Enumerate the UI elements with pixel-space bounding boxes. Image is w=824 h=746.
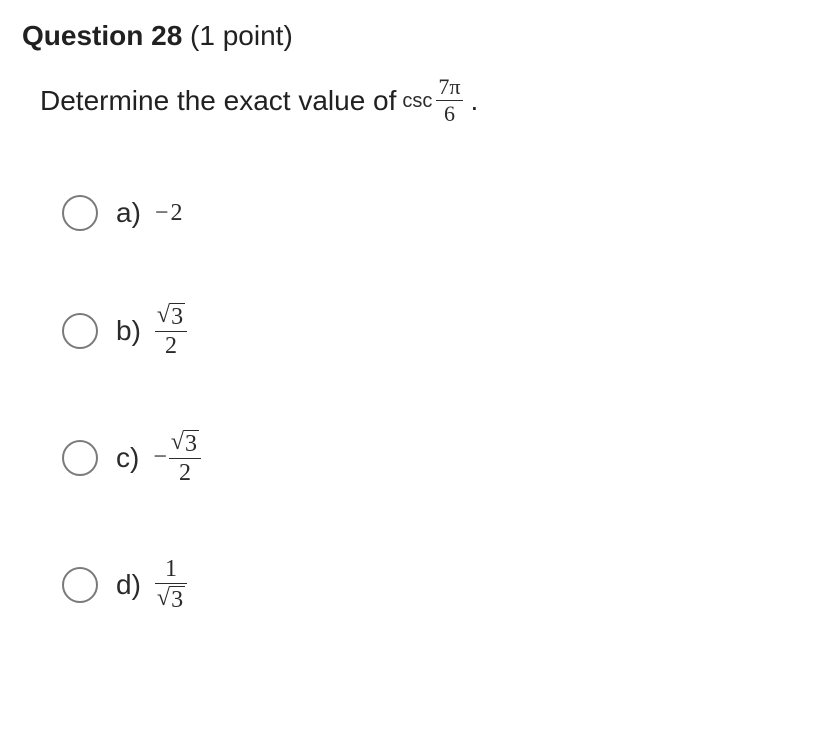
func-name: csc — [402, 87, 432, 115]
option-body: d) 1 √ 3 — [116, 557, 187, 612]
question-points: (1 point) — [190, 20, 293, 51]
option-b[interactable]: b) √ 3 2 — [62, 303, 802, 358]
answer-options: a) −2 b) √ 3 2 — [62, 195, 802, 612]
question-header: Question 28 (1 point) — [22, 18, 802, 54]
option-body: b) √ 3 2 — [116, 303, 187, 358]
fraction-numerator: √ 3 — [155, 303, 187, 331]
minus-sign: − — [153, 444, 167, 471]
option-value: 1 √ 3 — [155, 557, 187, 612]
option-body: a) −2 — [116, 197, 182, 229]
fraction-denominator: √ 3 — [155, 584, 187, 612]
radical-sign: √ — [157, 586, 170, 612]
stem-frac-den: 6 — [442, 101, 457, 125]
plain-value: 2 — [170, 200, 182, 227]
fraction-denominator: 2 — [177, 459, 193, 485]
question-stem: Determine the exact value of csc 7π 6 . — [40, 76, 802, 125]
radio-icon[interactable] — [62, 195, 98, 231]
sqrt-icon: √ 3 — [171, 430, 199, 456]
option-value: √ 3 2 — [155, 303, 187, 358]
option-fraction: √ 3 2 — [169, 430, 201, 485]
radicand: 3 — [170, 303, 185, 329]
option-letter: b) — [116, 315, 141, 347]
option-letter: c) — [116, 442, 139, 474]
fraction-denominator: 2 — [163, 332, 179, 358]
radical-sign: √ — [171, 430, 184, 456]
option-value: − √ 3 2 — [153, 430, 201, 485]
radicand: 3 — [184, 430, 199, 456]
fraction-numerator: 1 — [163, 557, 179, 583]
fraction-numerator: √ 3 — [169, 430, 201, 458]
minus-sign: − — [155, 200, 169, 227]
option-letter: d) — [116, 569, 141, 601]
radio-icon[interactable] — [62, 440, 98, 476]
radio-icon[interactable] — [62, 313, 98, 349]
option-a[interactable]: a) −2 — [62, 195, 802, 231]
stem-suffix: . — [471, 81, 479, 120]
option-value: −2 — [155, 200, 183, 227]
stem-fraction: 7π 6 — [436, 76, 462, 125]
sqrt-icon: √ 3 — [157, 586, 185, 612]
option-letter: a) — [116, 197, 141, 229]
option-d[interactable]: d) 1 √ 3 — [62, 557, 802, 612]
question-number: Question 28 — [22, 20, 182, 51]
radical-sign: √ — [157, 303, 170, 329]
sqrt-icon: √ 3 — [157, 303, 185, 329]
option-body: c) − √ 3 2 — [116, 430, 201, 485]
radicand: 3 — [170, 586, 185, 612]
stem-prefix: Determine the exact value of — [40, 81, 396, 120]
option-fraction: √ 3 2 — [155, 303, 187, 358]
stem-frac-num: 7π — [436, 76, 462, 100]
option-fraction: 1 √ 3 — [155, 557, 187, 612]
radio-icon[interactable] — [62, 567, 98, 603]
stem-expression: csc 7π 6 — [402, 76, 462, 125]
option-c[interactable]: c) − √ 3 2 — [62, 430, 802, 485]
